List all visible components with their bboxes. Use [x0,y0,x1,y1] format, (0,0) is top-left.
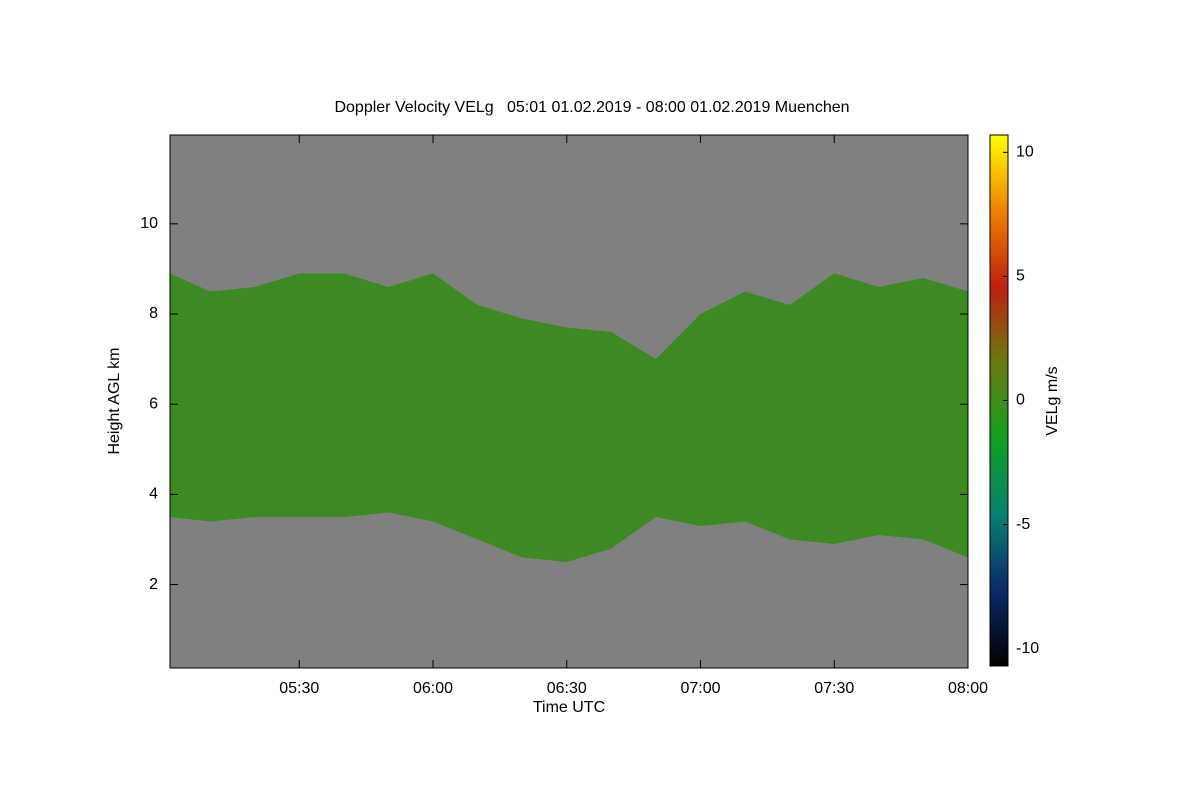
colorbar-label: VELg m/s [1044,366,1061,435]
y-axis-label: Height AGL km [106,347,123,454]
y-tick-label: 8 [149,305,158,322]
x-tick-label: 06:00 [413,680,453,697]
y-tick-label: 2 [149,576,158,593]
x-tick-label: 06:30 [547,680,587,697]
colorbar-tick-label: -5 [1016,516,1030,533]
y-tick-label: 6 [149,395,158,412]
x-tick-label: 05:30 [279,680,319,697]
colorbar-tick-label: 5 [1016,268,1025,285]
colorbar-tick-label: 10 [1016,144,1034,161]
x-tick-label: 07:30 [814,680,854,697]
x-tick-label: 07:00 [680,680,720,697]
y-tick-label: 10 [140,215,158,232]
x-axis-label: Time UTC [533,699,605,716]
plot-frame [169,134,969,669]
colorbar-tick-label: 0 [1016,392,1025,409]
x-tick-label: 08:00 [948,680,988,697]
colorbar-tick-label: -10 [1016,640,1039,657]
cloud-area [170,273,968,563]
y-tick-label: 4 [149,486,158,503]
chart-title: Doppler Velocity VELg 05:01 01.02.2019 -… [334,99,849,116]
